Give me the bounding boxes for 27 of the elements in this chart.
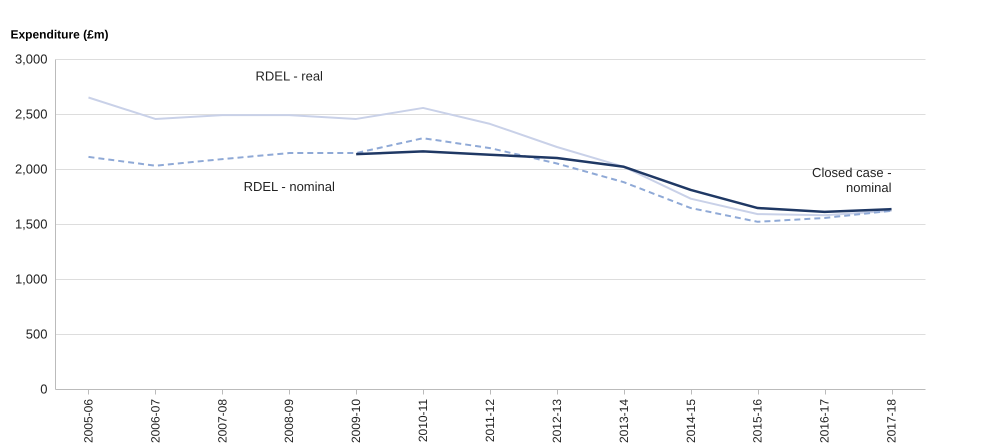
- y-tick-label: 500: [26, 326, 48, 342]
- y-tick-label: 2,500: [14, 106, 48, 122]
- x-tick-label: 2007-08: [215, 398, 230, 444]
- x-tick-label: 2016-17: [818, 398, 832, 444]
- y-tick-label: 1,500: [14, 216, 48, 232]
- x-tick-label: 2006-07: [148, 398, 162, 444]
- y-axis-title: Expenditure (£m): [10, 28, 109, 42]
- text: RDEL - real: [256, 68, 324, 84]
- x-tick-label: 2010-11: [416, 398, 430, 442]
- x-tick-label: 2008-09: [282, 398, 296, 444]
- y-tick-label: 1,000: [14, 272, 48, 286]
- x-tick-label: 2005-06: [81, 398, 96, 444]
- y-tick-label: 0: [40, 382, 48, 396]
- line-series: [354, 150, 893, 214]
- series-label: RDEL - nominal: [244, 179, 335, 194]
- x-tick-label: 2013-14: [616, 398, 631, 444]
- line-series: [87, 96, 893, 216]
- x-tick-label: 2012-13: [550, 398, 564, 444]
- x-tick-label: 2014-15: [684, 398, 698, 444]
- line-series: [87, 137, 893, 223]
- y-tick-label: 3,000: [14, 52, 48, 66]
- series-label: Closed case - nominal: [812, 165, 892, 195]
- x-tick-label: 2011-12: [483, 398, 497, 442]
- x-tick-label: 2015-16: [750, 398, 765, 444]
- x-tick-label: 2017-18: [884, 398, 899, 444]
- y-tick-label: 2,000: [14, 162, 48, 176]
- x-tick-label: 2009-10: [349, 398, 364, 444]
